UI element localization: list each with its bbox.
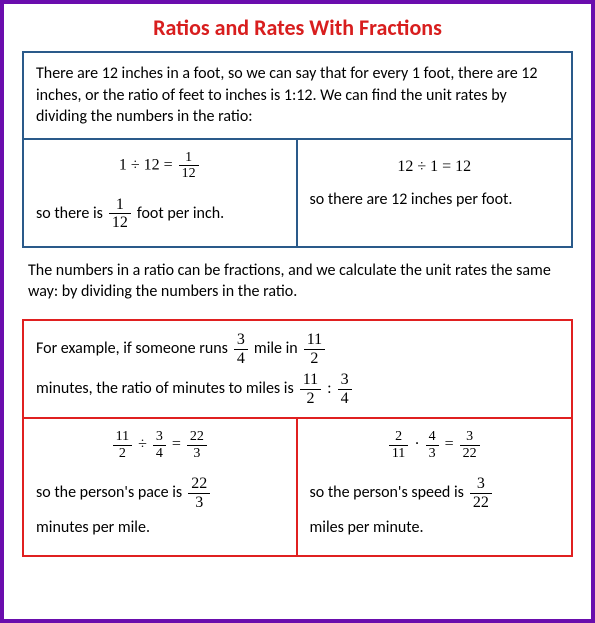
frac-num: 1	[109, 196, 131, 215]
eq-lhs: 1 ÷ 12 =	[119, 156, 173, 173]
fraction: 1 12	[179, 150, 199, 182]
fraction: 11 2	[304, 331, 325, 367]
op: ·	[414, 436, 419, 453]
frac-den: 3	[188, 494, 210, 512]
blue-intro-text: There are 12 inches in a foot, so we can…	[24, 53, 571, 138]
frac-num: 4	[426, 429, 439, 445]
frac-num: 3	[460, 429, 480, 445]
fraction: 22 3	[188, 475, 210, 511]
frac-num: 3	[153, 429, 166, 445]
frac-num: 11	[113, 429, 132, 445]
frac-den: 3	[426, 446, 439, 461]
frac-num: 11	[304, 331, 325, 350]
result-post: miles per minute.	[310, 515, 424, 541]
blue-left-cell: 1 ÷ 12 = 1 12 so there is 1 12 foot per …	[24, 138, 298, 246]
example-box-red: For example, if someone runs 3 4 mile in…	[22, 319, 573, 557]
result-pre: so there is	[36, 201, 103, 227]
text: For example, if someone runs	[36, 336, 228, 362]
result-pre: so the person's pace is	[36, 480, 182, 506]
frac-den: 3	[187, 446, 207, 461]
frac-den: 2	[113, 446, 132, 461]
blue-right-cell: 12 ÷ 1 = 12 so there are 12 inches per f…	[298, 138, 572, 246]
op: ÷	[138, 436, 147, 453]
fraction: 4 3	[426, 429, 439, 461]
frac-num: 22	[188, 475, 210, 494]
document-frame: Ratios and Rates With Fractions There ar…	[0, 0, 595, 623]
fraction: 11 2	[300, 371, 321, 407]
fraction: 3 4	[234, 331, 248, 367]
between-text: The numbers in a ratio can be fractions,…	[22, 248, 573, 313]
blue-left-equation: 1 ÷ 12 = 1 12	[36, 150, 284, 182]
fraction: 11 2	[113, 429, 132, 461]
fraction: 22 3	[187, 429, 207, 461]
frac-den: 2	[304, 350, 325, 368]
frac-den: 4	[234, 350, 248, 368]
fraction: 3 4	[338, 371, 352, 407]
red-left-result: so the person's pace is 22 3 minutes per…	[36, 475, 284, 541]
frac-den: 12	[109, 214, 131, 232]
result-pre: so the person's speed is	[310, 480, 464, 506]
blue-right-equation: 12 ÷ 1 = 12	[310, 150, 560, 176]
frac-den: 2	[300, 390, 321, 408]
frac-num: 1	[179, 150, 199, 166]
frac-den: 12	[179, 166, 199, 181]
frac-num: 3	[338, 371, 352, 390]
red-right-equation: 2 11 · 4 3 = 3 22	[310, 429, 560, 461]
op: =	[445, 436, 454, 453]
frac-num: 3	[234, 331, 248, 350]
op: =	[172, 436, 181, 453]
red-left-cell: 11 2 ÷ 3 4 = 22 3 so the person's pac	[24, 417, 298, 555]
frac-num: 22	[187, 429, 207, 445]
text: mile in	[254, 336, 298, 362]
fraction: 3 22	[460, 429, 480, 461]
frac-num: 3	[470, 475, 492, 494]
fraction: 3 4	[153, 429, 166, 461]
page-title: Ratios and Rates With Fractions	[22, 14, 573, 41]
red-left-equation: 11 2 ÷ 3 4 = 22 3	[36, 429, 284, 461]
frac-num: 11	[300, 371, 321, 390]
text: minutes, the ratio of minutes to miles i…	[36, 376, 294, 402]
frac-den: 4	[153, 446, 166, 461]
frac-num: 2	[389, 429, 408, 445]
fraction: 1 12	[109, 196, 131, 232]
blue-left-result: so there is 1 12 foot per inch.	[36, 196, 284, 232]
blue-row: 1 ÷ 12 = 1 12 so there is 1 12 foot per …	[24, 138, 571, 246]
frac-den: 22	[460, 446, 480, 461]
result-post: minutes per mile.	[36, 515, 150, 541]
blue-right-result: so there are 12 inches per foot.	[310, 190, 560, 209]
red-row: 11 2 ÷ 3 4 = 22 3 so the person's pac	[24, 417, 571, 555]
frac-den: 4	[338, 390, 352, 408]
red-right-result: so the person's speed is 3 22 miles per …	[310, 475, 560, 541]
red-intro-text: For example, if someone runs 3 4 mile in…	[24, 321, 571, 417]
ratio-colon: :	[327, 376, 331, 402]
result-post: foot per inch.	[137, 201, 224, 227]
frac-den: 11	[389, 446, 408, 461]
frac-den: 22	[470, 494, 492, 512]
red-right-cell: 2 11 · 4 3 = 3 22 so the person's spe	[298, 417, 572, 555]
fraction: 2 11	[389, 429, 408, 461]
fraction: 3 22	[470, 475, 492, 511]
example-box-blue: There are 12 inches in a foot, so we can…	[22, 51, 573, 248]
